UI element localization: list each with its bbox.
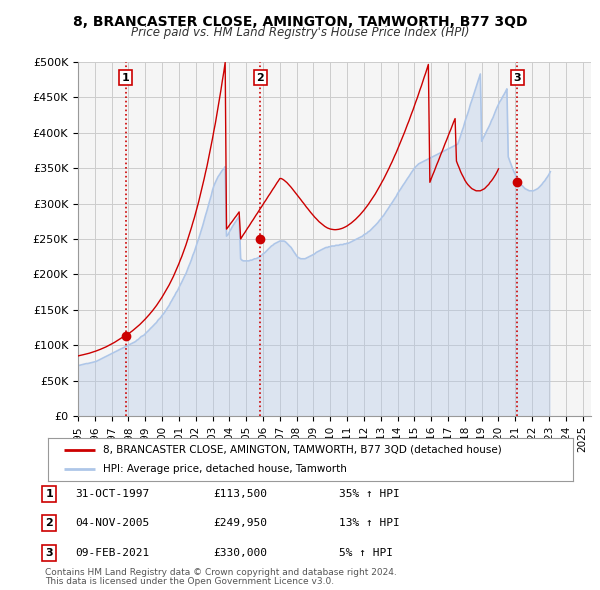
Text: 8, BRANCASTER CLOSE, AMINGTON, TAMWORTH, B77 3QD (detached house): 8, BRANCASTER CLOSE, AMINGTON, TAMWORTH,… [103,445,502,455]
Text: 09-FEB-2021: 09-FEB-2021 [75,548,149,558]
Text: 5% ↑ HPI: 5% ↑ HPI [339,548,393,558]
Text: 2: 2 [256,73,264,83]
Text: £330,000: £330,000 [213,548,267,558]
Text: 3: 3 [46,548,53,558]
Text: £249,950: £249,950 [213,519,267,528]
Text: Contains HM Land Registry data © Crown copyright and database right 2024.: Contains HM Land Registry data © Crown c… [45,568,397,577]
Text: 13% ↑ HPI: 13% ↑ HPI [339,519,400,528]
Text: 3: 3 [514,73,521,83]
Text: 04-NOV-2005: 04-NOV-2005 [75,519,149,528]
Text: Price paid vs. HM Land Registry's House Price Index (HPI): Price paid vs. HM Land Registry's House … [131,26,469,39]
Text: 1: 1 [122,73,130,83]
Text: 8, BRANCASTER CLOSE, AMINGTON, TAMWORTH, B77 3QD: 8, BRANCASTER CLOSE, AMINGTON, TAMWORTH,… [73,15,527,29]
Text: 1: 1 [46,489,53,499]
Text: 2: 2 [46,519,53,528]
Text: This data is licensed under the Open Government Licence v3.0.: This data is licensed under the Open Gov… [45,577,334,586]
Text: 35% ↑ HPI: 35% ↑ HPI [339,489,400,499]
Text: HPI: Average price, detached house, Tamworth: HPI: Average price, detached house, Tamw… [103,464,347,474]
Text: 31-OCT-1997: 31-OCT-1997 [75,489,149,499]
Text: £113,500: £113,500 [213,489,267,499]
